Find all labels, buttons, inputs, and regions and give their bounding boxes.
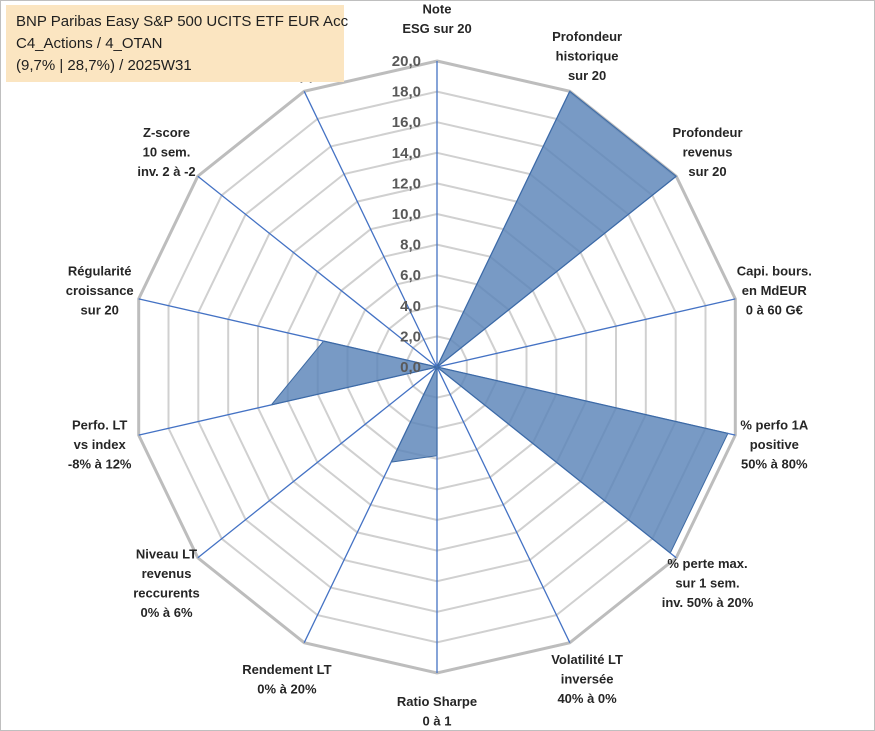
data-point: [270, 404, 272, 406]
tick-label: 0,0: [400, 359, 421, 376]
axis-label: 0 à 60 G€: [746, 303, 803, 318]
radar-series: [270, 90, 729, 554]
axis-label: reccurents: [133, 586, 199, 601]
data-point: [436, 455, 438, 457]
axis-label: revenus: [142, 566, 192, 581]
data-point: [675, 175, 677, 177]
axis-label: 10 sem.: [143, 144, 191, 159]
axis-label: Perfo. LT: [72, 418, 127, 433]
data-point: [669, 552, 671, 554]
axis-spoke: [197, 175, 438, 368]
series-area: [270, 90, 729, 554]
axis-label: Note: [423, 2, 452, 17]
data-point: [323, 340, 325, 342]
tick-label: 8,0: [400, 237, 421, 254]
axis-label: % perte max.: [667, 556, 747, 571]
axis-label: % perfo 1A: [740, 418, 809, 433]
data-point: [436, 366, 438, 368]
axis-label: 0% à 20%: [257, 682, 317, 697]
axis-label: Niveau LT: [136, 547, 197, 562]
tick-label: 2,0: [400, 328, 421, 345]
title-line-2: C4_Actions / 4_OTAN: [16, 35, 163, 52]
axis-spoke: [303, 91, 438, 368]
chart-title-box: BNP Paribas Easy S&P 500 UCITS ETF EUR A…: [6, 5, 348, 82]
tick-label: 14,0: [392, 145, 421, 162]
axis-label: ESG sur 20: [402, 21, 471, 36]
tick-label: 18,0: [392, 84, 421, 101]
data-point: [390, 461, 392, 463]
axis-label: sur 20: [81, 303, 119, 318]
axis-label: en MdEUR: [742, 283, 808, 298]
axis-label: 0 à 1: [423, 714, 452, 729]
axis-label: 40% à 0%: [557, 691, 617, 706]
axis-label: 50% à 80%: [741, 457, 808, 472]
axis-label: inversée: [561, 672, 614, 687]
axis-label: Z-score: [143, 125, 190, 140]
axis-label: 0% à 6%: [140, 605, 192, 620]
axis-label: inv. 50% à 20%: [662, 595, 754, 610]
axis-label: sur 1 sem.: [675, 576, 739, 591]
axis-label: positive: [750, 437, 799, 452]
tick-label: 6,0: [400, 267, 421, 284]
axis-spoke: [436, 298, 736, 368]
tick-label: 16,0: [392, 114, 421, 131]
tick-label: 4,0: [400, 298, 421, 315]
axis-spoke: [436, 366, 571, 643]
data-point: [727, 432, 729, 434]
axis-label: vs index: [74, 437, 127, 452]
axis-label: inv. 2 à -2: [137, 164, 195, 179]
title-line-1: BNP Paribas Easy S&P 500 UCITS ETF EUR A…: [16, 13, 349, 30]
axis-spoke: [197, 366, 438, 559]
axis-labels: Note ESG sur 20 Profondeur historique sur 20…: [66, 2, 812, 729]
axis-label: sur 20: [688, 164, 726, 179]
tick-label: 10,0: [392, 206, 421, 223]
axis-label: Ratio Sharpe: [397, 694, 477, 709]
axis-label: Capi. bours.: [737, 264, 812, 279]
tick-label: 12,0: [392, 175, 421, 192]
axis-label: revenus: [683, 144, 733, 159]
axis-label: Volatilité LT: [551, 652, 623, 667]
axis-label: Profondeur: [672, 125, 742, 140]
title-line-3: (9,7% | 28,7%) / 2025W31: [16, 57, 192, 74]
tick-label: 20,0: [392, 53, 421, 70]
axis-label: sur 20: [568, 68, 606, 83]
axis-label: croissance: [66, 283, 134, 298]
axis-label: -8% à 12%: [68, 457, 132, 472]
axis-label: Rendement LT: [242, 662, 331, 677]
axis-label: historique: [556, 48, 619, 63]
axis-label: Régularité: [68, 264, 132, 279]
radial-tick-labels: 0,0 2,0 4,0 6,0 8,0 10,0 12,0 14,0 16,0 18,0 20,0: [392, 53, 421, 376]
data-point: [569, 90, 571, 92]
axis-label: Profondeur: [552, 29, 622, 44]
